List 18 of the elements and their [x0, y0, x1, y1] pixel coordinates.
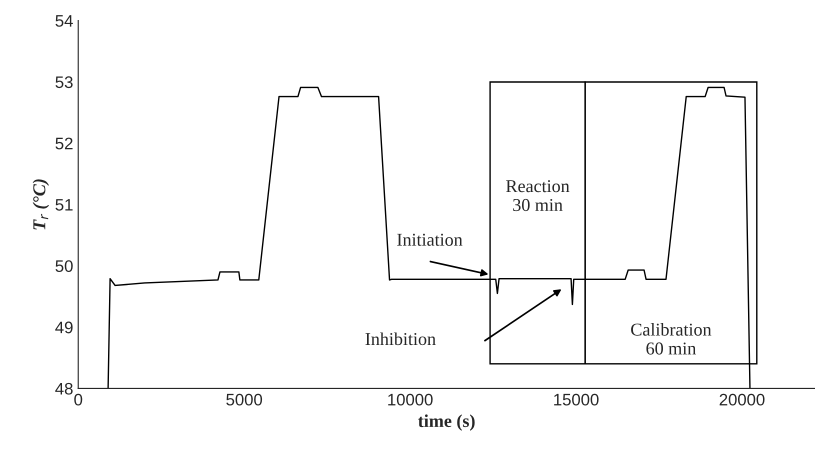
- y-tick-label: 50: [56, 260, 73, 272]
- x-tick-label: 15000: [554, 394, 599, 406]
- x-tick-label: 10000: [388, 394, 433, 406]
- y-tick-label: 53: [56, 76, 73, 88]
- annotation: Reaction 30 min: [506, 180, 570, 212]
- x-tick-label: 20000: [720, 394, 765, 406]
- annotation: Inhibition: [365, 332, 436, 346]
- y-tick-label: 51: [56, 199, 73, 211]
- y-tick-label: 54: [56, 15, 73, 27]
- annotation: Initiation: [397, 234, 462, 246]
- x-tick-label: 0: [74, 394, 82, 406]
- x-axis-title: time (s): [418, 414, 475, 431]
- y-axis-title: T$_{r}$ (°C): [32, 179, 50, 230]
- annotation: Calibration 60 min: [631, 323, 712, 355]
- y-tick-label: 49: [55, 322, 73, 334]
- x-tick-label: 5000: [226, 394, 262, 406]
- y-tick-label: 52: [56, 138, 73, 150]
- y-tick-label: 48: [55, 382, 73, 395]
